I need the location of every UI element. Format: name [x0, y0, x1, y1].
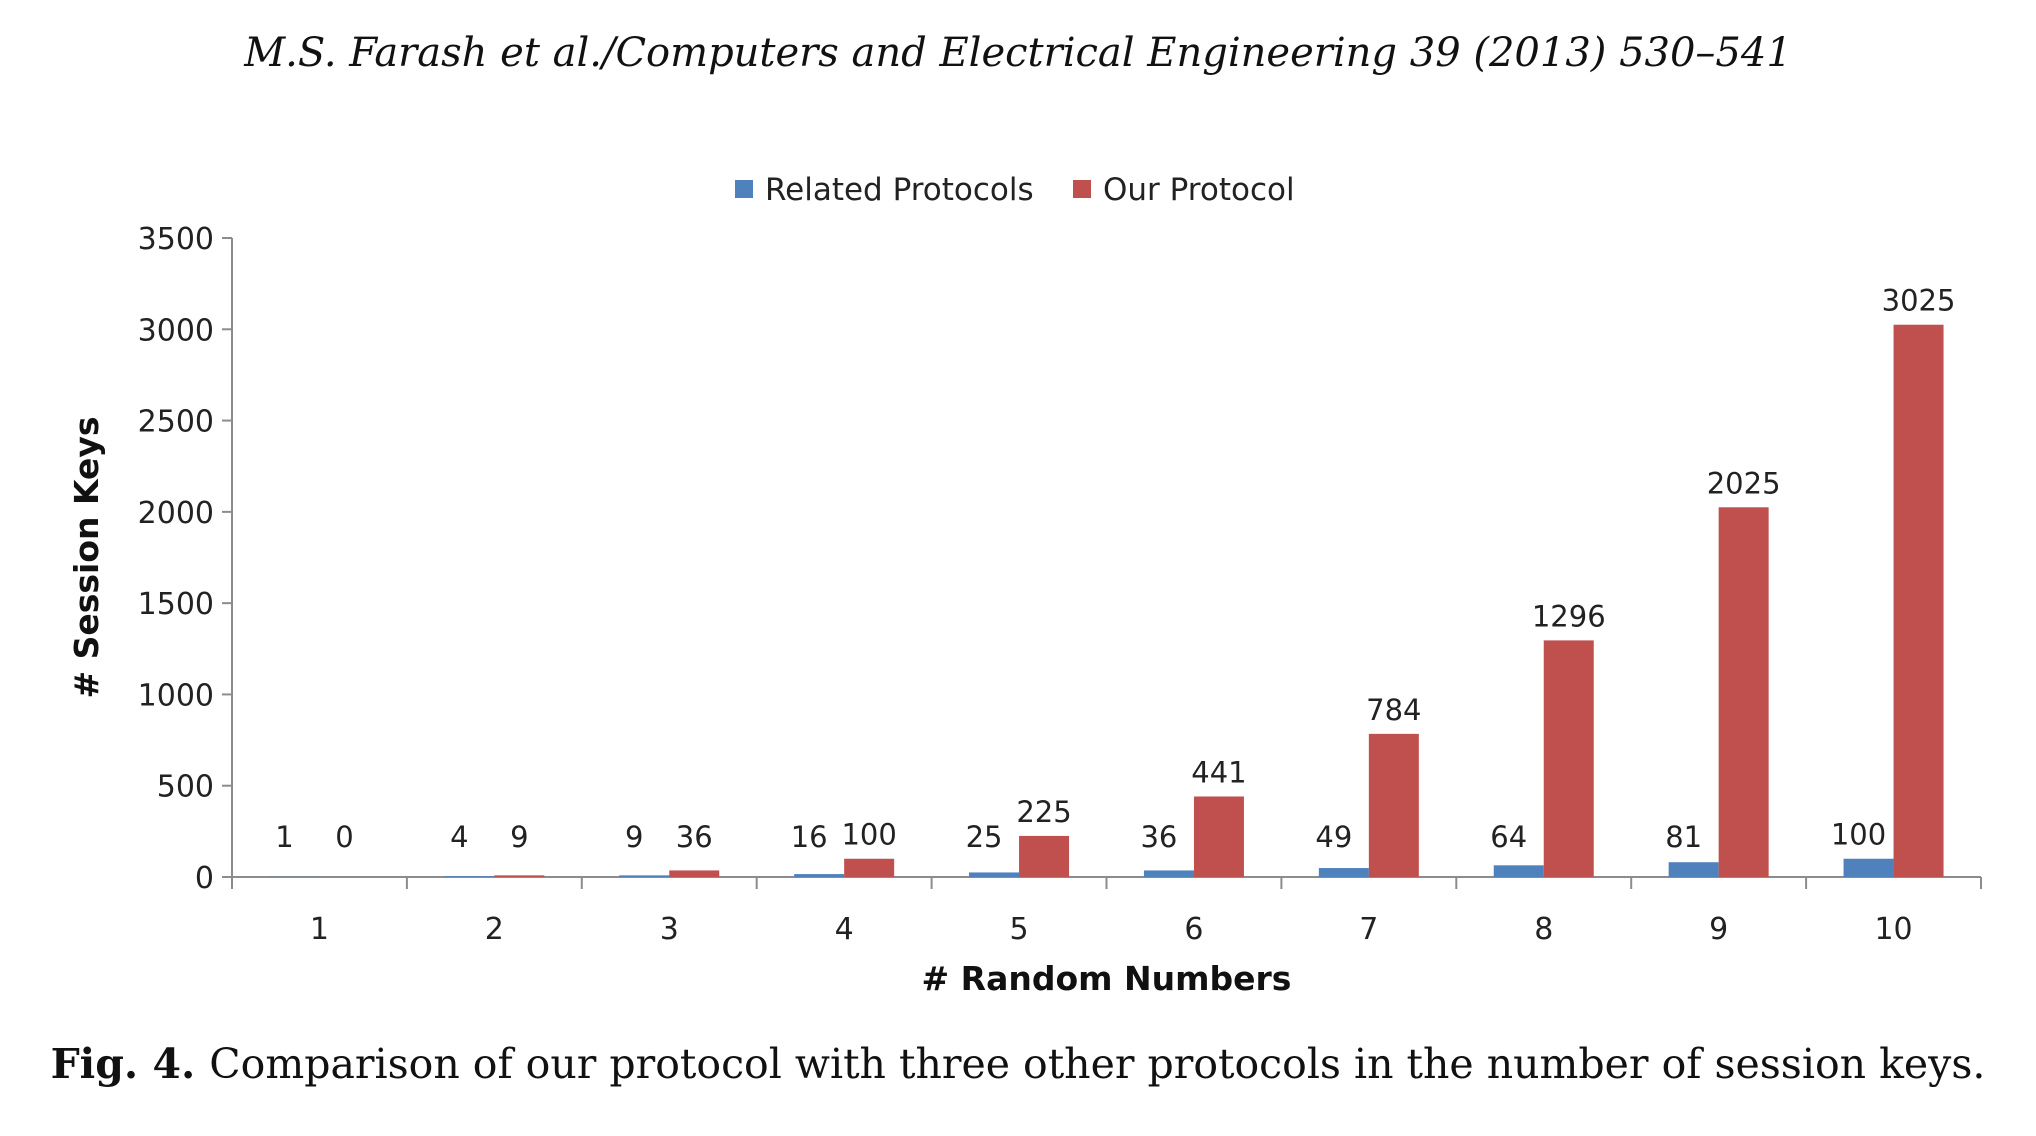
x-tick-label: 1 — [310, 912, 329, 947]
y-axis-title: # Session Keys — [67, 416, 106, 698]
y-tick-label: 3500 — [138, 222, 214, 257]
related-protocols-bar — [1493, 865, 1544, 877]
our-protocol-data-label: 2025 — [1707, 466, 1781, 500]
legend-label: Our Protocol — [1103, 172, 1295, 208]
our-protocol-data-label: 1296 — [1532, 599, 1606, 633]
our-protocol-bar — [1718, 507, 1769, 877]
related-protocols-bar — [1668, 862, 1719, 877]
x-tick-label: 8 — [1534, 912, 1553, 947]
y-tick-label: 2000 — [138, 496, 214, 531]
our-protocol-data-label: 0 — [335, 820, 353, 854]
legend-swatch — [735, 180, 753, 198]
data-labels: 1 0 4 9 9 36 16 100 2522536441497846412968120251… — [275, 284, 1955, 854]
our-protocol-data-label: 3025 — [1882, 284, 1956, 318]
legend: Related Protocols Our Protocol — [735, 172, 1295, 208]
our-protocol-bar — [1893, 324, 1944, 877]
related-protocols-data-label: 81 — [1665, 820, 1702, 854]
legend-label: Related Protocols — [765, 172, 1034, 208]
related-protocols-bar — [1318, 868, 1369, 877]
y-tick-label: 0 — [195, 861, 214, 896]
our-protocol-data-label: 225 — [1016, 795, 1071, 829]
our-protocol-data-label: 784 — [1366, 693, 1421, 727]
related-protocols-bar — [969, 872, 1020, 877]
y-tick-label: 500 — [157, 770, 214, 805]
x-tick-label: 10 — [1874, 912, 1912, 947]
related-protocols-bar — [619, 875, 670, 877]
related-protocols-bar — [444, 876, 495, 877]
related-protocols-data-label: 9 — [625, 820, 643, 854]
related-protocols-data-label: 64 — [1490, 820, 1527, 854]
bars — [269, 324, 1944, 877]
y-axis: 0 500 1000 1500 2000 2500 3000 3500 — [138, 222, 233, 896]
x-axis: 1 2 3 4 5 6 7 8 9 10 — [231, 876, 1982, 947]
our-protocol-bar — [669, 870, 720, 877]
related-protocols-data-label: 25 — [966, 820, 1003, 854]
our-protocol-bar — [1019, 835, 1070, 877]
running-header: M.S. Farash et al./Computers and Electri… — [244, 30, 1792, 76]
caption-text: Comparison of our protocol with three ot… — [209, 1040, 1986, 1088]
legend-item-related-protocols: Related Protocols — [735, 172, 1034, 208]
our-protocol-data-label: 36 — [676, 820, 713, 854]
related-protocols-data-label: 36 — [1140, 820, 1177, 854]
our-protocol-bar — [844, 858, 895, 877]
related-protocols-data-label: 16 — [791, 820, 828, 854]
related-protocols-data-label: 4 — [450, 820, 468, 854]
x-tick-label: 4 — [835, 912, 854, 947]
x-tick-label: 2 — [485, 912, 504, 947]
x-tick-label: 7 — [1359, 912, 1378, 947]
our-protocol-bar — [494, 875, 545, 877]
x-tick-label: 6 — [1184, 912, 1203, 947]
our-protocol-bar — [1368, 733, 1419, 877]
y-tick-label: 3000 — [138, 313, 214, 348]
our-protocol-bar — [1193, 796, 1244, 877]
y-tick-label: 2500 — [138, 405, 214, 440]
x-tick-label: 5 — [1010, 912, 1029, 947]
our-protocol-bar — [1543, 640, 1594, 877]
figure-number: Fig. 4. — [50, 1040, 196, 1088]
related-protocols-data-label: 49 — [1315, 820, 1352, 854]
related-protocols-bar — [1843, 858, 1894, 877]
related-protocols-data-label: 1 — [275, 820, 293, 854]
y-tick-label: 1500 — [138, 587, 214, 622]
x-axis-title: # Random Numbers — [922, 959, 1292, 998]
related-protocols-data-label: 100 — [1831, 818, 1886, 852]
legend-item-our-protocol: Our Protocol — [1073, 172, 1295, 208]
x-tick-label: 9 — [1709, 912, 1728, 947]
related-protocols-bar — [1143, 870, 1194, 877]
our-protocol-data-label: 9 — [510, 820, 528, 854]
our-protocol-data-label: 100 — [841, 818, 896, 852]
related-protocols-bar — [794, 874, 845, 877]
figure-caption: Fig. 4. Comparison of our protocol with t… — [0, 1040, 2036, 1088]
y-tick-label: 1000 — [138, 678, 214, 713]
our-protocol-data-label: 441 — [1191, 755, 1246, 789]
legend-swatch — [1073, 180, 1091, 198]
x-tick-label: 3 — [660, 912, 679, 947]
